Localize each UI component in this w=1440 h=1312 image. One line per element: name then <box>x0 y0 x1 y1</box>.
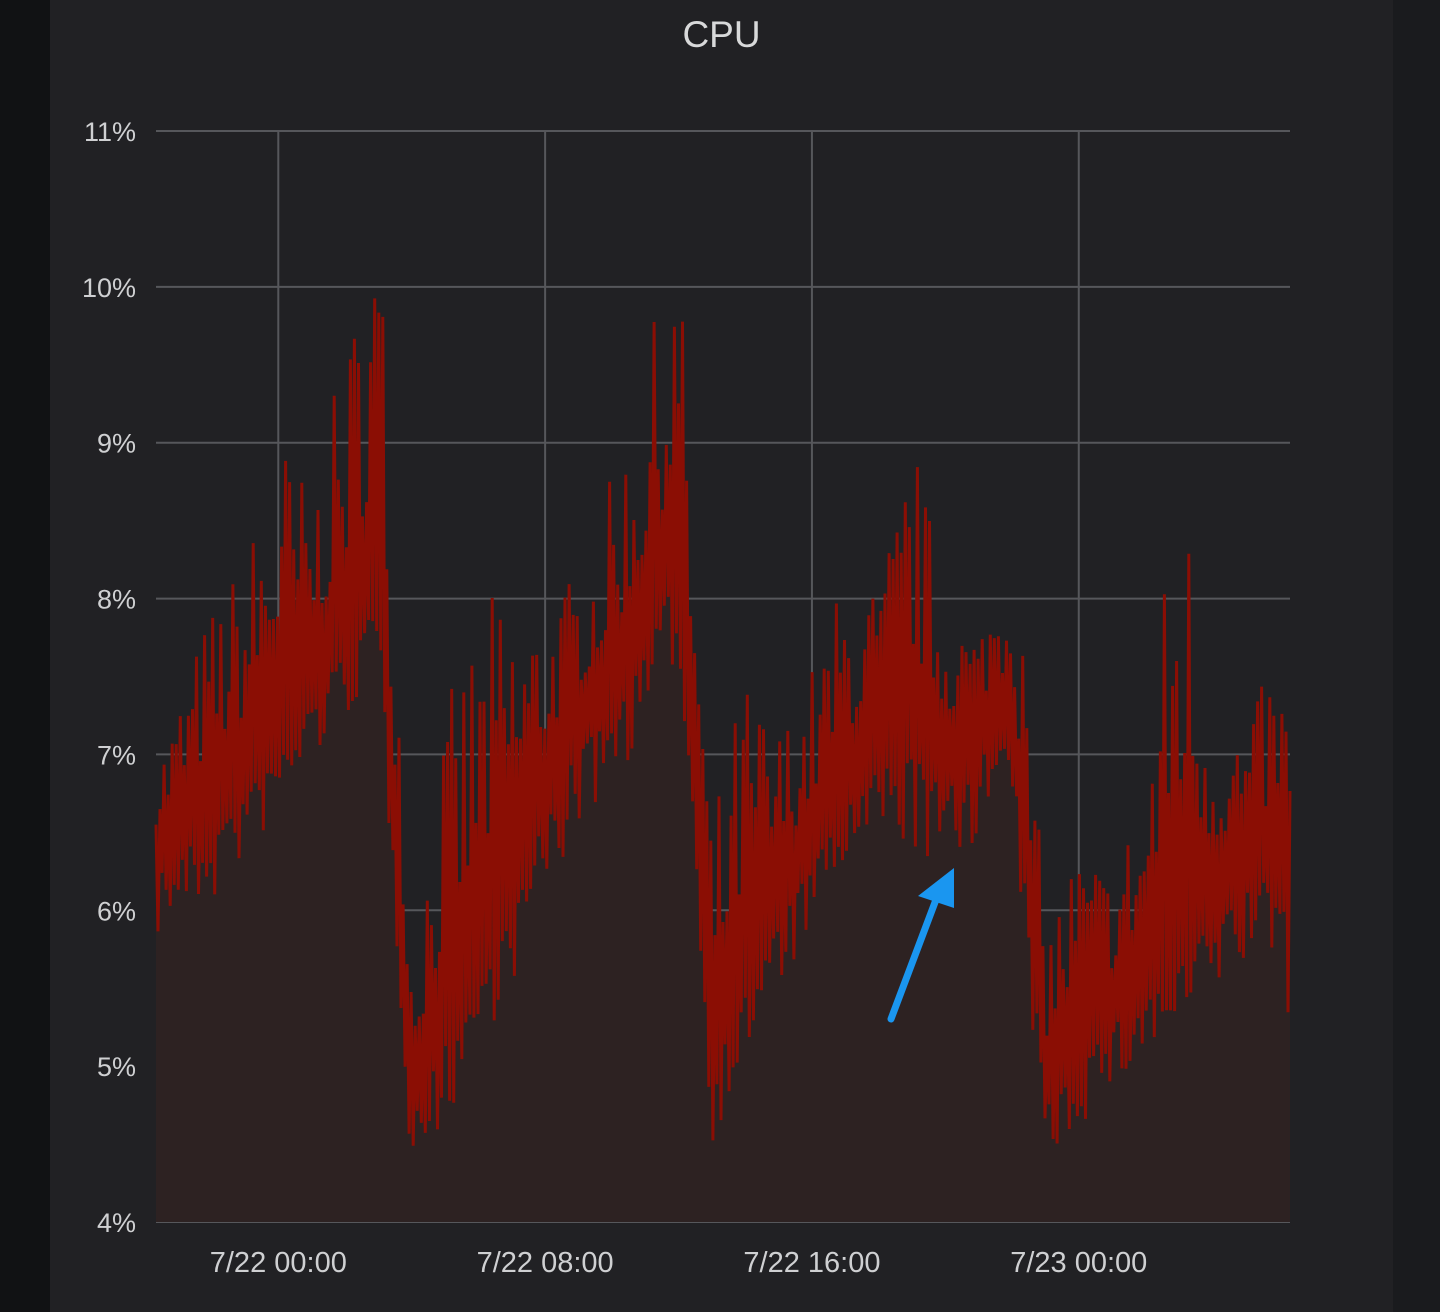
cpu-panel: CPU 4% 5% 6% 7% 8% 9% 10% 11% 7/22 00:00 7/22 08… <box>50 0 1393 1312</box>
y-axis-ticks: 4% 5% 6% 7% 8% 9% 10% 11% <box>82 117 136 1238</box>
y-tick-label: 5% <box>97 1052 136 1082</box>
x-axis-ticks: 7/22 00:00 7/22 08:00 7/22 16:00 7/23 00:00 <box>210 1247 1148 1279</box>
y-tick-label: 9% <box>97 429 136 459</box>
x-tick-label: 7/23 00:00 <box>1010 1247 1147 1279</box>
y-tick-label: 6% <box>97 896 136 926</box>
cpu-series-line <box>154 298 1292 1146</box>
right-gutter <box>1393 0 1440 1312</box>
y-tick-label: 4% <box>97 1208 136 1238</box>
y-tick-label: 7% <box>97 740 136 770</box>
x-tick-label: 7/22 16:00 <box>743 1247 880 1279</box>
arrow-shaft <box>887 893 941 1023</box>
left-gutter <box>0 0 50 1312</box>
arrow-icon <box>887 868 954 1023</box>
arrow-head <box>918 868 954 908</box>
x-tick-label: 7/22 00:00 <box>210 1247 347 1279</box>
cpu-chart: 4%5%6%7%8%9%10%11% 7/22 00:00 7/22 08:00 7… <box>82 117 1292 1279</box>
cpu-area-fill <box>156 298 1290 1222</box>
y-tick-label: 11% <box>84 117 136 147</box>
y-tick-label: 8% <box>97 585 136 615</box>
x-tick-label: 7/22 08:00 <box>477 1247 614 1279</box>
y-tick-label: 10% <box>82 273 136 303</box>
panel-title: CPU <box>682 14 761 55</box>
